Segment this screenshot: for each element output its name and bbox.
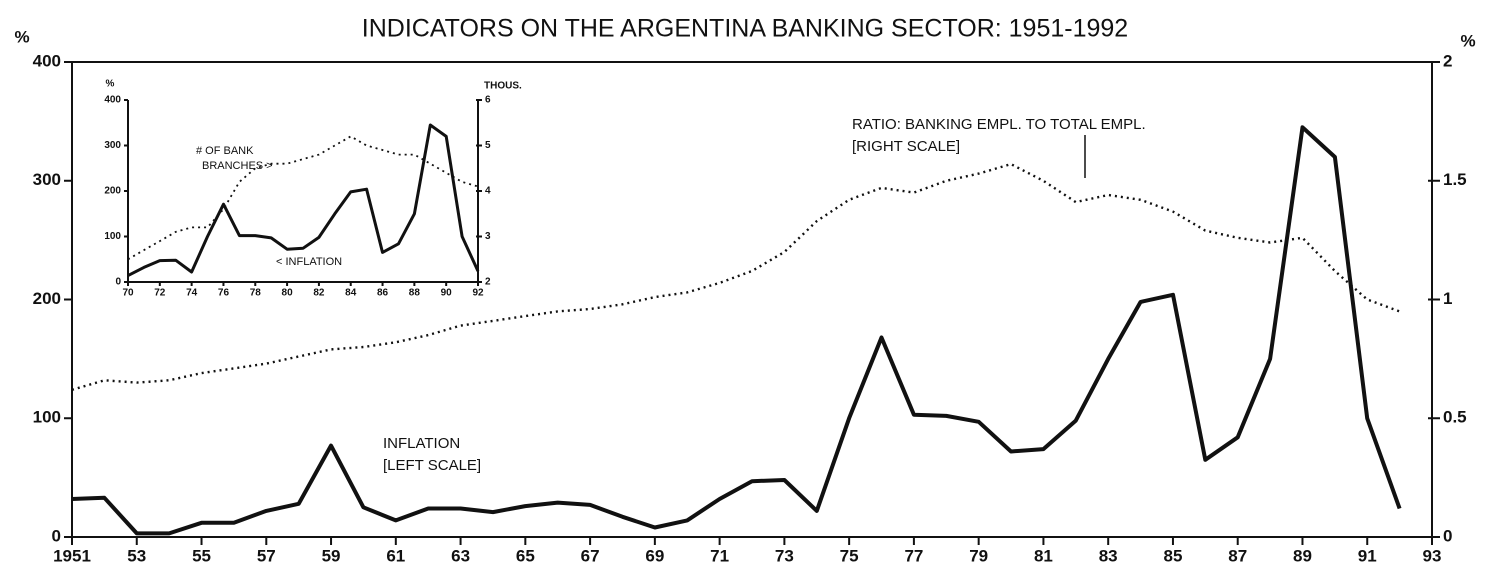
y2-tick-label: 0.5 — [1443, 408, 1467, 427]
x-tick-label: 87 — [1228, 546, 1247, 565]
y2-tick-label: 1.5 — [1443, 170, 1467, 189]
x-tick-label: 73 — [775, 546, 794, 565]
y-tick-label: 300 — [33, 170, 61, 189]
y2-axis-label: % — [1460, 31, 1475, 50]
series-line — [71, 162, 1401, 391]
y-tick-label: 100 — [33, 408, 61, 427]
x-tick-label: 85 — [1163, 546, 1182, 565]
x-tick-label: 93 — [1423, 546, 1442, 565]
y2-tick-label: 1 — [1443, 289, 1452, 308]
x-tick-label: 1951 — [53, 546, 91, 565]
x-tick-label: 90 — [441, 288, 453, 299]
x-tick-label: 65 — [516, 546, 535, 565]
x-tick-label: 71 — [710, 546, 729, 565]
x-tick-label: 92 — [472, 288, 484, 299]
x-tick-label: 55 — [192, 546, 211, 565]
x-tick-label: 67 — [581, 546, 600, 565]
y2-tick-label: 2 — [485, 277, 491, 288]
x-tick-label: 76 — [218, 288, 230, 299]
x-tick-label: 77 — [904, 546, 923, 565]
chart-title: INDICATORS ON THE ARGENTINA BANKING SECT… — [362, 15, 1128, 43]
y2-tick-label: 2 — [1443, 51, 1452, 70]
x-tick-label: 91 — [1358, 546, 1377, 565]
x-tick-label: 53 — [127, 546, 146, 565]
x-tick-label: 78 — [250, 288, 262, 299]
x-tick-label: 75 — [840, 546, 859, 565]
x-tick-label: 82 — [313, 288, 325, 299]
x-tick-label: 59 — [322, 546, 341, 565]
x-tick-label: 57 — [257, 546, 276, 565]
y-tick-label: 200 — [33, 289, 61, 308]
y2-axis-label: THOUS. — [484, 81, 522, 92]
annotation: BRANCHES > — [202, 160, 273, 172]
annotation: [LEFT SCALE] — [383, 457, 481, 474]
x-tick-label: 70 — [122, 288, 134, 299]
annotation: < INFLATION — [276, 256, 342, 268]
y-tick-label: 400 — [33, 51, 61, 70]
y-tick-label: 100 — [104, 231, 121, 242]
x-tick-label: 79 — [969, 546, 988, 565]
x-tick-label: 89 — [1293, 546, 1312, 565]
y-tick-label: 200 — [104, 186, 121, 197]
x-tick-label: 69 — [645, 546, 664, 565]
x-tick-label: 63 — [451, 546, 470, 565]
x-tick-label: 84 — [345, 288, 357, 299]
series-line — [127, 123, 480, 277]
y2-tick-label: 5 — [485, 140, 491, 151]
x-tick-label: 80 — [282, 288, 294, 299]
annotation: INFLATION — [383, 435, 460, 452]
x-tick-label: 61 — [386, 546, 405, 565]
x-tick-label: 81 — [1034, 546, 1053, 565]
x-tick-label: 72 — [154, 288, 166, 299]
y-tick-label: 400 — [104, 95, 121, 106]
y-tick-label: 300 — [104, 140, 121, 151]
series-line — [71, 125, 1402, 536]
y-tick-label: 0 — [52, 526, 61, 545]
y2-tick-label: 3 — [485, 231, 491, 242]
y-tick-label: 0 — [115, 277, 121, 288]
annotation: # OF BANK — [196, 145, 254, 157]
annotation: [RIGHT SCALE] — [852, 138, 960, 155]
series-line — [127, 135, 479, 261]
x-tick-label: 88 — [409, 288, 421, 299]
annotation: RATIO: BANKING EMPL. TO TOTAL EMPL. — [852, 116, 1146, 133]
x-tick-label: 83 — [1099, 546, 1118, 565]
y-axis-label: % — [106, 79, 115, 90]
x-tick-label: 86 — [377, 288, 389, 299]
y2-tick-label: 4 — [485, 186, 491, 197]
x-tick-label: 74 — [186, 288, 198, 299]
y2-tick-label: 6 — [485, 95, 491, 106]
y2-tick-label: 0 — [1443, 526, 1452, 545]
y-axis-label: % — [14, 27, 29, 46]
